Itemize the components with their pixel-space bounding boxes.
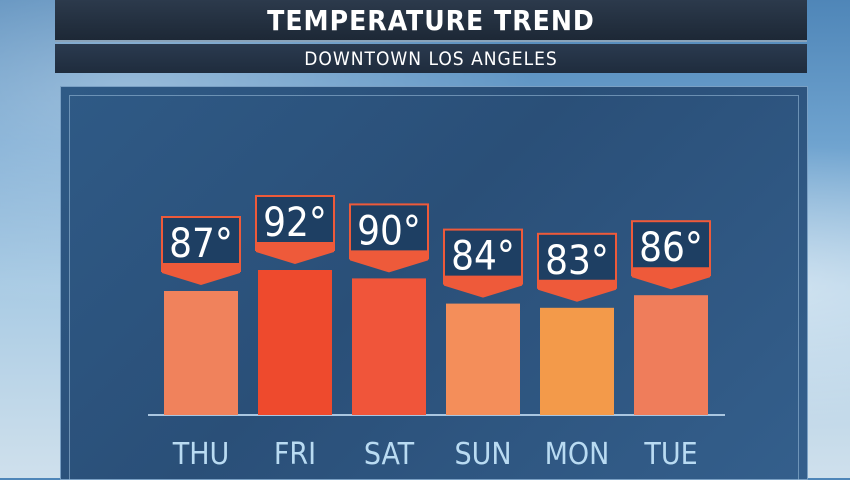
data-label: 83°	[545, 238, 609, 284]
bar-sat	[352, 278, 426, 415]
bar-tue	[634, 295, 708, 415]
value-label-pointer	[162, 263, 240, 285]
category-label: FRI	[274, 437, 316, 472]
category-label: MON	[545, 437, 610, 472]
value-label-pointer	[444, 275, 522, 298]
bar-fri	[258, 270, 332, 415]
data-label: 86°	[639, 225, 703, 271]
data-label: 92°	[263, 200, 327, 246]
value-label-pointer	[256, 242, 334, 264]
value-label-pointer	[632, 267, 710, 290]
data-label: 84°	[451, 234, 515, 280]
bar-thu	[164, 291, 238, 415]
value-label-pointer	[538, 279, 616, 302]
category-label: THU	[172, 437, 230, 472]
value-label-box	[631, 220, 711, 277]
value-label-box	[255, 195, 335, 251]
value-label-box	[443, 228, 523, 285]
category-label: TUE	[643, 437, 697, 472]
category-label: SAT	[364, 437, 415, 472]
data-label: 87°	[169, 221, 233, 267]
title-bar: TEMPERATURE TREND	[55, 0, 807, 42]
value-label-pointer	[350, 250, 428, 273]
chart-subtitle: DOWNTOWN LOS ANGELES	[304, 47, 558, 70]
data-label: 90°	[357, 208, 421, 254]
chart-title: TEMPERATURE TREND	[267, 3, 595, 37]
bar-sun	[446, 303, 520, 415]
category-label: SUN	[454, 437, 511, 472]
chart-frame	[69, 95, 799, 480]
subtitle-bar: DOWNTOWN LOS ANGELES	[55, 44, 807, 73]
value-label-box	[349, 203, 429, 260]
bar-mon	[540, 307, 614, 415]
